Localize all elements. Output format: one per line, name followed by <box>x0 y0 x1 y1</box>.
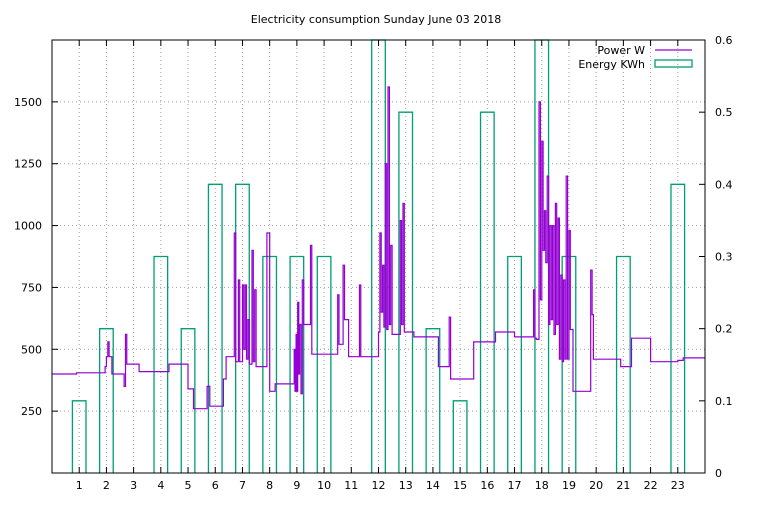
y2-tick-label: 0 <box>715 467 722 480</box>
x-tick-label: 2 <box>103 479 110 492</box>
energy-bar <box>207 183 223 473</box>
x-tick-label: 12 <box>372 479 386 492</box>
x-tick-label: 19 <box>562 479 576 492</box>
energy-bar <box>615 255 631 473</box>
x-tick-label: 17 <box>508 479 522 492</box>
power-series <box>52 86 705 410</box>
y-tick-label: 250 <box>21 405 42 418</box>
x-tick-label: 20 <box>589 479 603 492</box>
energy-bar <box>507 255 522 473</box>
energy-bar <box>180 328 196 473</box>
x-tick-label: 1 <box>76 479 83 492</box>
energy-bar <box>153 255 169 473</box>
legend-label-power: Power W <box>597 44 645 57</box>
x-tick-label: 15 <box>453 479 467 492</box>
y-tick-label: 500 <box>21 343 42 356</box>
y-tick-label: 1250 <box>14 158 42 171</box>
y-tick-label: 1500 <box>14 96 42 109</box>
energy-bar <box>316 255 332 473</box>
x-tick-label: 9 <box>293 479 300 492</box>
x-tick-label: 5 <box>185 479 192 492</box>
x-tick-label: 4 <box>157 479 164 492</box>
x-tick-label: 14 <box>426 479 440 492</box>
x-tick-label: 18 <box>535 479 549 492</box>
x-tick-label: 21 <box>616 479 630 492</box>
y2-tick-label: 0.6 <box>715 34 733 47</box>
x-tick-label: 11 <box>344 479 358 492</box>
legend-label-energy: Energy KWh <box>578 58 645 71</box>
grid <box>52 40 705 473</box>
y-tick-label: 750 <box>21 281 42 294</box>
x-tick-label: 10 <box>317 479 331 492</box>
x-tick-label: 22 <box>644 479 658 492</box>
y2-tick-label: 0.5 <box>715 106 733 119</box>
energy-bar <box>425 328 441 473</box>
x-tick-label: 8 <box>266 479 273 492</box>
y2-tick-label: 0.3 <box>715 251 733 264</box>
chart-title: Electricity consumption Sunday June 03 2… <box>251 13 501 26</box>
legend: Power W Energy KWh <box>578 44 693 71</box>
energy-bar <box>98 328 114 473</box>
y2-tick-label: 0.1 <box>715 395 733 408</box>
x-tick-label: 6 <box>212 479 219 492</box>
power-line <box>52 86 705 410</box>
energy-bar <box>398 111 414 473</box>
energy-bar <box>71 400 87 473</box>
legend-swatch-energy <box>654 59 693 68</box>
x-tick-label: 23 <box>671 479 685 492</box>
y-tick-label: 1000 <box>14 220 42 233</box>
y2-tick-label: 0.4 <box>715 178 733 191</box>
energy-bar <box>289 255 305 473</box>
x-tick-label: 3 <box>130 479 137 492</box>
energy-bar <box>670 183 686 473</box>
y2-tick-label: 0.2 <box>715 323 733 336</box>
x-tick-label: 13 <box>399 479 413 492</box>
x-tick-label: 7 <box>239 479 246 492</box>
x-tick-label: 16 <box>480 479 494 492</box>
axes: 1 2 3 4 5 6 7 8 9 10 11 12 13 14 15 16 17 18 19 20 21 22 23250… <box>14 34 733 492</box>
energy-bar <box>452 400 468 473</box>
energy-bar <box>479 111 495 473</box>
